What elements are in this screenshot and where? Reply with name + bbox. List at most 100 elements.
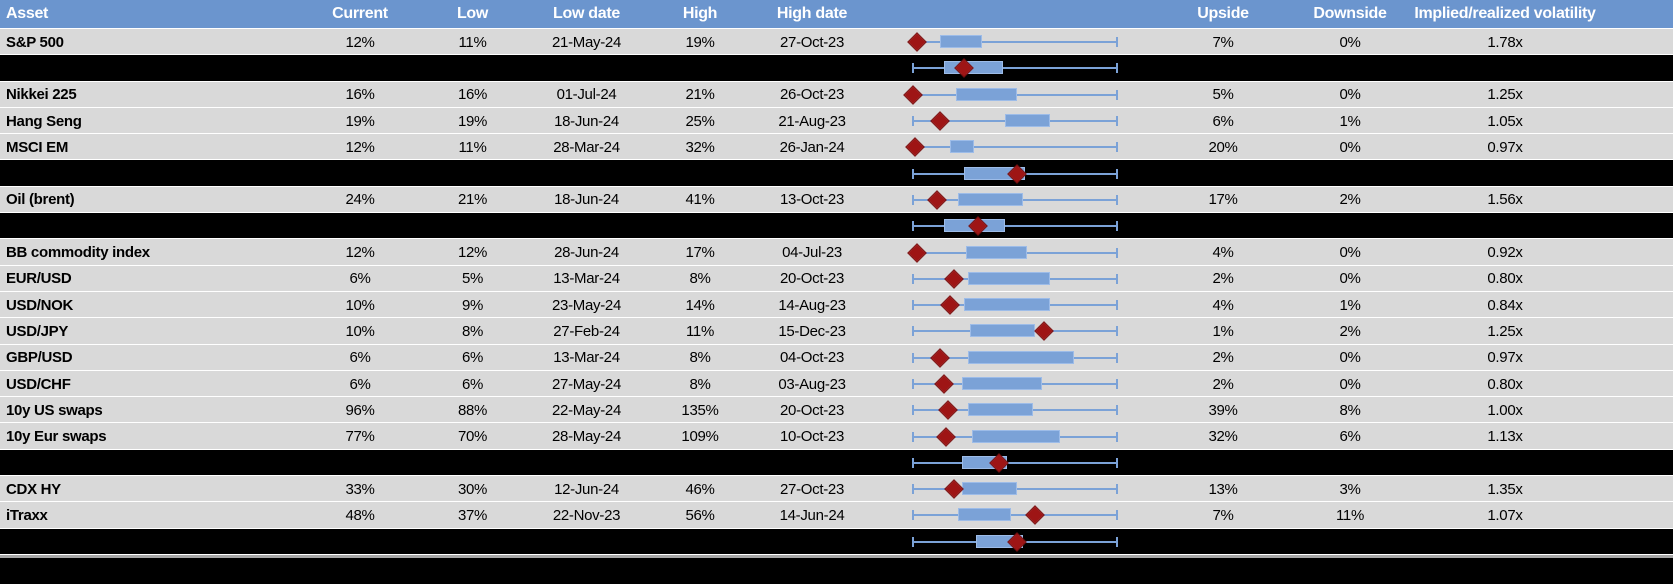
range-box [957,508,1011,522]
table-row: GBP/USD 6% 6% 13-Mar-24 8% 04-Oct-23 2% 0% 0.97x [0,344,1673,371]
cell-downside: 0% [1339,375,1361,393]
cell-high-date: 27-Oct-23 [780,33,844,51]
cell-low-date: 22-May-24 [552,401,621,419]
table-body: S&P 500 12% 11% 21-May-24 19% 27-Oct-23 7% 0% 1.… [0,29,1673,555]
cell-current: 48% [345,506,375,524]
cell-downside: 0% [1339,138,1361,156]
cell-asset: GBP/USD [6,349,73,367]
whisker-cap-left [912,352,914,363]
cell-high: 17% [685,244,715,262]
range-box [961,377,1042,390]
range-box [961,482,1018,496]
cell-asset: iTraxx [6,506,48,524]
cell-upside: 7% [1212,506,1234,524]
cell-high-date: 10-Oct-23 [780,428,844,446]
range-boxplot [872,318,1158,344]
cell-current: 12% [345,138,375,156]
cell-low-date: 27-Feb-24 [553,322,620,340]
whisker-cap-left [912,536,914,547]
range-boxplot [872,476,1158,502]
cell-low-date: 21-May-24 [552,33,621,51]
current-diamond-marker [929,347,950,368]
cell-low-date: 18-Jun-24 [554,191,619,209]
cell-implied-realized-volatility: 0.97x [1487,349,1523,367]
cell-downside: 2% [1339,191,1361,209]
cell-low: 6% [461,375,484,393]
current-diamond-marker [903,84,923,105]
range-box [966,245,1028,259]
whisker-cap-right [1116,484,1118,495]
range-box [970,324,1036,338]
whisker-line [913,67,1117,70]
whisker-line [913,461,1117,464]
cell-high: 8% [689,349,711,367]
table-row: iTraxx 48% 37% 22-Nov-23 56% 14-Jun-24 7% 11% 1.… [0,502,1673,529]
cell-implied-realized-volatility: 1.78x [1487,33,1523,51]
whisker-cap-right [1116,300,1118,311]
cell-high: 135% [681,401,719,419]
current-diamond-marker [1025,505,1046,526]
whisker-cap-left [912,116,914,127]
whisker-cap-right [1116,89,1118,100]
range-box [972,429,1060,443]
cell-implied-realized-volatility: 0.92x [1487,244,1523,262]
cell-implied-realized-volatility: 1.13x [1487,428,1523,446]
cell-asset: Nikkei 225 [6,86,77,104]
column-header-high-date: High date [776,5,848,22]
cell-high: 46% [685,480,715,498]
cell-low: 11% [458,33,487,51]
column-header-low: Low [456,5,489,22]
cell-downside: 1% [1339,296,1361,314]
table-row: CDX HY 33% 30% 12-Jun-24 46% 27-Oct-23 13% 3% 1.… [0,476,1673,503]
whisker-cap-right [1116,536,1118,547]
cell-asset: Hang Seng [6,112,82,130]
cell-upside: 7% [1212,33,1234,51]
cell-low-date: 28-May-24 [552,428,621,446]
whisker-cap-right [1116,457,1118,468]
cell-high: 41% [685,191,715,209]
cell-implied-realized-volatility: 1.35x [1487,480,1523,498]
cell-low: 16% [457,86,488,104]
cell-upside: 2% [1212,270,1234,288]
whisker-cap-right [1116,510,1118,521]
cell-low-date: 13-Mar-24 [553,349,620,367]
cell-implied-realized-volatility: 1.56x [1487,191,1523,209]
whisker-cap-left [912,510,914,521]
range-box [939,35,983,49]
range-boxplot [872,160,1158,186]
cell-current: 77% [345,428,375,446]
whisker-cap-right [1116,63,1118,74]
range-boxplot [872,371,1158,397]
separator-row [0,449,1673,477]
cell-high: 19% [685,33,715,51]
cell-low: 8% [461,322,484,340]
table-row: MSCI EM 12% 11% 28-Mar-24 32% 26-Jan-24 20% 0% 0… [0,134,1673,161]
whisker-line [913,146,1117,149]
cell-low: 6% [461,349,484,367]
whisker-cap-left [912,379,914,389]
cell-current: 10% [345,322,375,340]
table-row: 10y Eur swaps 77% 70% 28-May-24 109% 10-Oct-2… [0,423,1673,450]
cell-asset: USD/NOK [6,296,74,314]
whisker-cap-right [1116,116,1118,127]
whisker-cap-right [1116,247,1118,258]
cell-high-date: 27-Oct-23 [780,480,844,498]
cell-asset: BB commodity index [6,244,150,262]
cell-asset: MSCI EM [6,138,69,156]
cell-upside: 1% [1212,322,1234,340]
cell-high-date: 14-Aug-23 [778,296,846,314]
cell-current: 16% [345,86,375,104]
cell-high-date: 20-Oct-23 [780,270,844,288]
range-boxplot [872,502,1158,528]
cell-high: 8% [689,270,711,288]
cell-asset: S&P 500 [6,33,64,51]
table-row: 10y US swaps 96% 88% 22-May-24 135% 20-Oct-23… [0,397,1673,424]
cell-current: 12% [345,33,375,51]
cell-downside: 0% [1339,244,1361,262]
whisker-cap-left [912,457,914,468]
cell-low: 11% [458,138,487,156]
cell-high: 25% [685,112,715,130]
whisker-cap-left [912,484,914,495]
range-box [968,403,1034,417]
cell-downside: 0% [1339,349,1361,367]
